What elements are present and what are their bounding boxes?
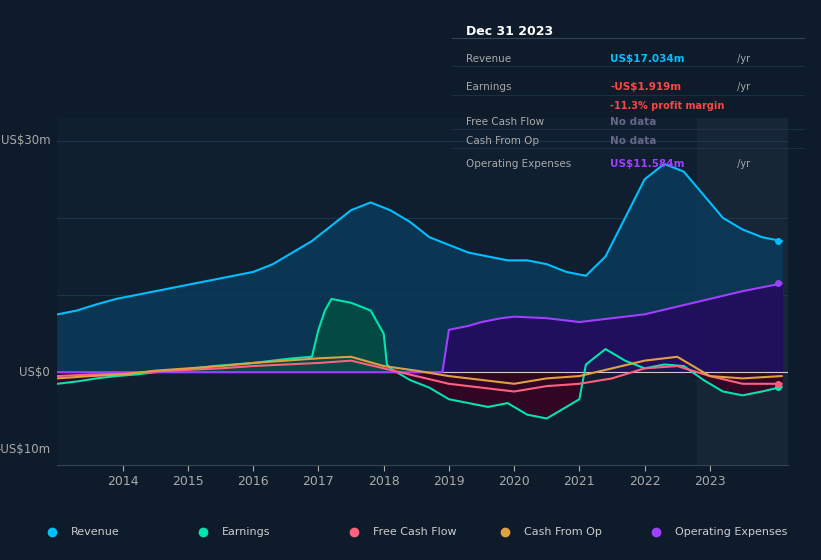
- Text: US$0: US$0: [20, 366, 50, 379]
- Text: Earnings: Earnings: [222, 527, 270, 537]
- Bar: [697, 118, 788, 465]
- Text: US$17.034m: US$17.034m: [611, 54, 685, 64]
- Text: US$30m: US$30m: [1, 134, 50, 147]
- Text: No data: No data: [611, 136, 657, 146]
- Text: Dec 31 2023: Dec 31 2023: [466, 25, 553, 38]
- Text: -11.3% profit margin: -11.3% profit margin: [611, 101, 725, 111]
- Text: Revenue: Revenue: [466, 54, 511, 64]
- Text: No data: No data: [611, 116, 657, 127]
- Text: Operating Expenses: Operating Expenses: [466, 158, 571, 169]
- Text: Cash From Op: Cash From Op: [466, 136, 539, 146]
- Text: -US$1.919m: -US$1.919m: [611, 82, 681, 92]
- Text: /yr: /yr: [734, 158, 750, 169]
- Text: /yr: /yr: [734, 82, 750, 92]
- Text: /yr: /yr: [734, 54, 750, 64]
- Text: US$11.584m: US$11.584m: [611, 158, 685, 169]
- Text: Free Cash Flow: Free Cash Flow: [373, 527, 456, 537]
- Text: Free Cash Flow: Free Cash Flow: [466, 116, 544, 127]
- Text: Earnings: Earnings: [466, 82, 511, 92]
- Text: -US$10m: -US$10m: [0, 443, 50, 456]
- Text: Revenue: Revenue: [71, 527, 119, 537]
- Text: Operating Expenses: Operating Expenses: [675, 527, 787, 537]
- Text: Cash From Op: Cash From Op: [524, 527, 602, 537]
